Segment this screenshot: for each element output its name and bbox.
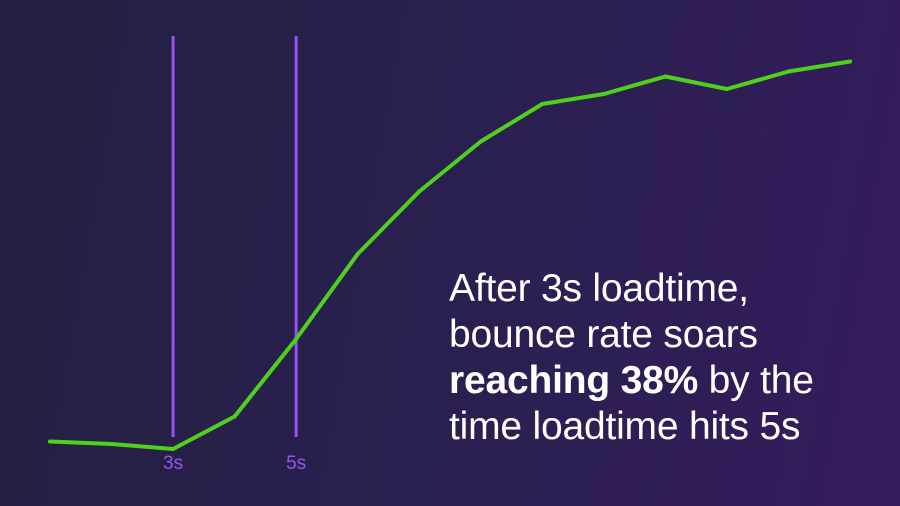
data-point	[601, 92, 606, 96]
data-point	[171, 447, 176, 451]
marker-label-5s: 5s	[286, 453, 306, 474]
data-point	[355, 252, 360, 256]
data-point	[48, 439, 52, 444]
chart-caption: After 3s loadtime, bounce rate soars rea…	[449, 266, 889, 450]
data-point	[848, 59, 852, 64]
marker-label-3s: 3s	[163, 453, 183, 474]
data-point	[417, 189, 422, 194]
data-point	[232, 414, 237, 419]
caption-line-1: After 3s loadtime,	[449, 267, 749, 310]
data-point	[724, 87, 729, 91]
caption-line-3-rest: by the	[698, 359, 814, 402]
caption-line-4: time loadtime hits 5s	[449, 405, 801, 448]
data-point	[540, 102, 545, 106]
series-line-0	[48, 59, 852, 451]
caption-line-3: reaching 38% by the	[449, 358, 889, 404]
data-point	[478, 139, 483, 144]
caption-highlight: reaching 38%	[449, 359, 699, 402]
data-point	[294, 337, 299, 341]
caption-line-2: bounce rate soars	[449, 313, 758, 356]
data-point	[663, 74, 668, 79]
data-point	[786, 69, 791, 74]
data-point	[109, 442, 114, 446]
